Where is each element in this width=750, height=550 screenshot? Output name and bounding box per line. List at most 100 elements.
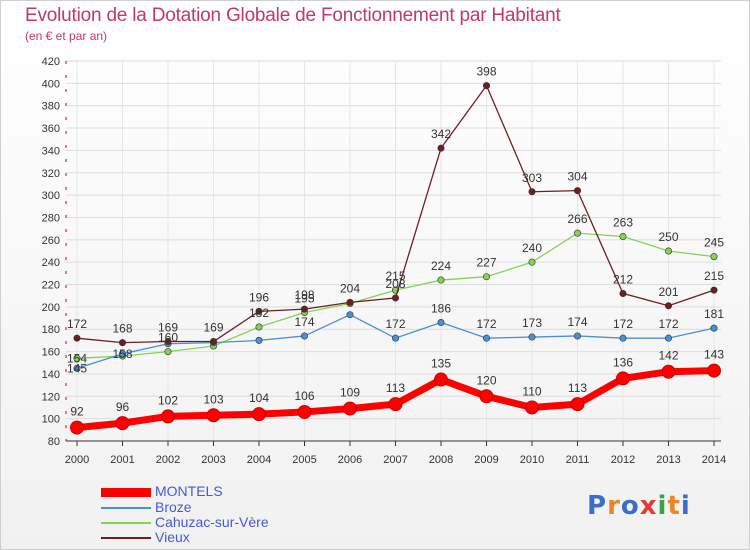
data-point-broze: [300, 332, 308, 340]
data-label-cahuzac: 195: [294, 291, 314, 305]
data-point-cahuzac: [664, 247, 672, 255]
data-label-broze: 174: [294, 315, 314, 329]
data-point-cahuzac: [255, 323, 263, 331]
data-label-broze: 174: [567, 315, 587, 329]
data-label-montels: 106: [294, 389, 314, 403]
data-point-montels: [206, 408, 221, 423]
data-label-cahuzac: 263: [613, 215, 633, 229]
data-point-broze: [664, 334, 672, 342]
data-point-vieux: [300, 305, 308, 313]
data-point-montels: [570, 397, 585, 412]
data-point-broze: [391, 334, 399, 342]
y-tick-label: 180: [42, 324, 60, 336]
data-point-cahuzac: [619, 232, 627, 240]
y-tick-label: 100: [42, 414, 60, 426]
x-tick-label: 2010: [520, 454, 544, 466]
data-point-vieux: [255, 307, 263, 315]
data-point-broze: [619, 334, 627, 342]
data-label-cahuzac: 245: [704, 236, 724, 250]
data-point-broze: [346, 311, 354, 319]
data-point-montels: [252, 407, 266, 422]
data-point-montels: [297, 404, 312, 419]
legend-label-montels: MONTELS: [155, 483, 223, 499]
data-label-vieux: 303: [522, 171, 542, 185]
data-point-broze: [573, 332, 581, 340]
legend-label-vieux: Vieux: [155, 529, 190, 545]
data-label-cahuzac: 240: [522, 241, 542, 255]
data-point-cahuzac: [164, 348, 172, 356]
data-label-vieux: 215: [704, 269, 724, 283]
data-point-vieux: [619, 289, 627, 297]
data-point-vieux: [573, 187, 581, 195]
proxiti-logo: Proxiti: [587, 491, 691, 521]
y-tick-label: 300: [42, 190, 60, 202]
y-tick-label: 360: [42, 123, 60, 135]
data-point-vieux: [664, 302, 672, 310]
data-label-montels: 142: [658, 349, 678, 363]
data-label-broze: 172: [385, 317, 405, 331]
x-tick-label: 2002: [156, 454, 180, 466]
chart-subtitle: (en € et par an): [25, 29, 108, 43]
data-label-montels: 143: [704, 348, 724, 362]
data-label-vieux: 169: [158, 321, 178, 335]
data-point-cahuzac: [573, 229, 581, 237]
y-tick-label: 140: [42, 369, 60, 381]
data-label-broze: 172: [658, 317, 678, 331]
data-label-montels: 96: [116, 400, 130, 414]
x-tick-label: 2003: [201, 454, 225, 466]
data-label-vieux: 212: [613, 272, 633, 286]
x-tick-label: 2013: [656, 454, 680, 466]
data-point-montels: [616, 371, 630, 386]
data-label-cahuzac: 227: [476, 256, 496, 270]
x-tick-label: 2007: [383, 454, 407, 466]
y-tick-label: 120: [42, 391, 60, 403]
legend-item-vieux: Vieux: [101, 529, 361, 545]
data-label-vieux: 204: [340, 281, 360, 295]
y-tick-label: 260: [42, 235, 60, 247]
x-tick-label: 2000: [65, 454, 89, 466]
data-label-vieux: 169: [203, 321, 223, 335]
legend-label-cahuzac: Cahuzac-sur-Vère: [155, 514, 269, 530]
legend-item-broze: Broze: [101, 499, 361, 515]
data-label-vieux: 168: [112, 322, 132, 336]
y-tick-label: 400: [42, 78, 60, 90]
legend-swatch-vieux: [101, 537, 151, 539]
data-label-cahuzac: 154: [67, 351, 87, 365]
data-label-cahuzac: 182: [249, 306, 269, 320]
legend-item-montels: MONTELS: [101, 483, 361, 499]
legend-label-broze: Broze: [155, 499, 192, 515]
data-label-broze: 173: [522, 316, 542, 330]
data-point-vieux: [528, 188, 536, 196]
y-tick-label: 380: [42, 101, 60, 113]
data-point-montels: [661, 364, 676, 379]
legend-swatch-broze: [101, 507, 151, 509]
data-label-vieux: 201: [658, 285, 678, 299]
data-label-montels: 136: [613, 355, 633, 369]
data-label-cahuzac: 160: [158, 331, 178, 345]
data-label-montels: 120: [476, 373, 496, 387]
data-label-vieux: 208: [385, 277, 405, 291]
data-label-vieux: 342: [431, 127, 451, 141]
data-point-broze: [528, 333, 536, 341]
x-tick-label: 2012: [611, 454, 635, 466]
data-label-vieux: 196: [249, 290, 269, 304]
data-point-vieux: [482, 82, 490, 90]
chart-title: Evolution de la Dotation Globale de Fonc…: [25, 5, 561, 26]
data-label-broze: 186: [431, 302, 451, 316]
data-label-cahuzac: 224: [431, 259, 451, 273]
data-label-montels: 102: [158, 393, 178, 407]
data-label-broze: 158: [112, 347, 132, 361]
data-point-montels: [525, 400, 539, 415]
data-label-vieux: 304: [567, 170, 587, 184]
data-label-montels: 103: [203, 392, 223, 406]
data-point-cahuzac: [73, 354, 81, 362]
data-point-cahuzac: [710, 253, 718, 261]
legend-swatch-montels: [101, 488, 151, 497]
data-label-broze: 181: [704, 307, 724, 321]
x-tick-label: 2014: [702, 454, 726, 466]
data-point-montels: [388, 397, 403, 412]
data-point-broze: [710, 324, 718, 332]
data-point-broze: [255, 336, 263, 344]
data-point-montels: [115, 416, 130, 431]
